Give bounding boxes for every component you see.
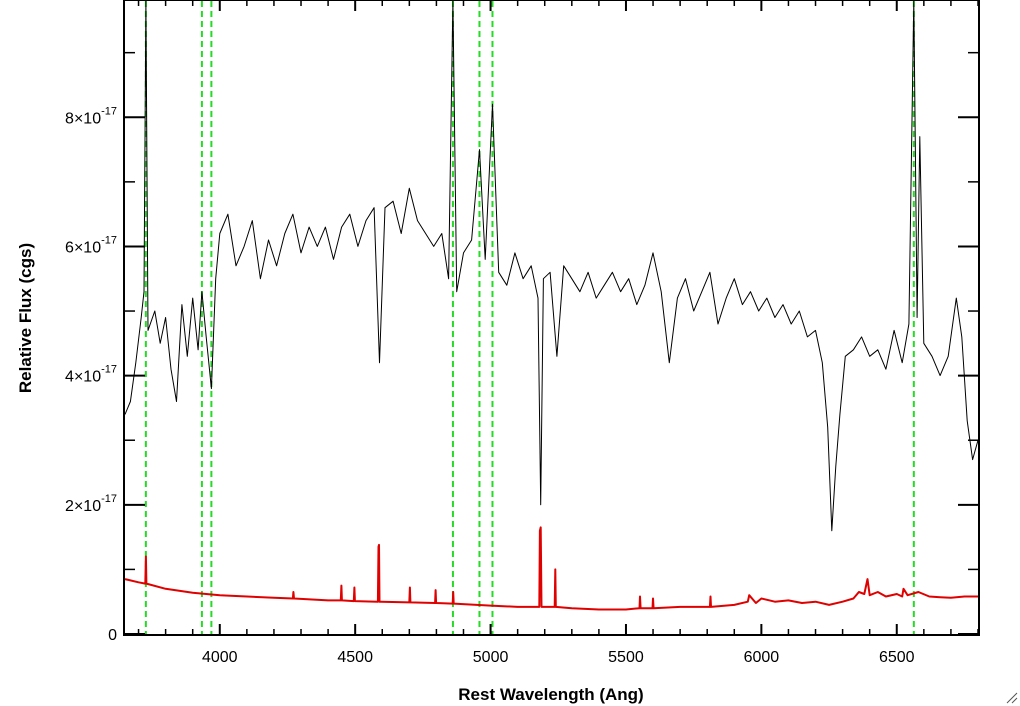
reference-lines [144,1,915,634]
x-tick-label: 4500 [337,649,373,666]
y-tick-label: 2×10-17 [65,493,117,515]
y-axis-label: Relative Flux (cgs) [16,243,35,393]
series-line-0 [124,0,979,532]
x-tick-label: 5000 [473,649,509,666]
y-tick-mantissa: 2×10 [65,498,101,515]
y-tick-label: 6×10-17 [65,234,117,256]
y-tick-mantissa: 8×10 [65,110,101,127]
y-tick-label: 8×10-17 [65,105,117,127]
x-tick-label: 6500 [879,649,915,666]
x-tick-labels: 4000 4500 5000 5500 6000 6500 [202,649,915,666]
y-tick-exponent: -17 [101,234,117,246]
y-tick-label: 0 [108,627,117,644]
series-line-1 [124,526,978,611]
resize-grip-icon[interactable] [1004,690,1018,704]
series-layer [124,0,979,611]
y-tick-mantissa: 6×10 [65,239,101,256]
y-tick-labels: 02×10-174×10-176×10-178×10-17 [65,105,117,644]
y-tick-exponent: -17 [101,493,117,505]
y-tick-exponent: -17 [101,105,117,117]
y-tick-label: 4×10-17 [65,364,117,386]
x-tick-label: 4000 [202,649,238,666]
axis-ticks [125,1,979,635]
x-tick-label: 5500 [608,649,644,666]
plot-frame [123,0,980,636]
y-tick-exponent: -17 [101,364,117,376]
y-tick-mantissa: 4×10 [65,369,101,386]
y-tick-mantissa: 0 [108,627,117,644]
x-axis-label: Rest Wavelength (Ang) [458,685,643,704]
x-tick-label: 6000 [744,649,780,666]
